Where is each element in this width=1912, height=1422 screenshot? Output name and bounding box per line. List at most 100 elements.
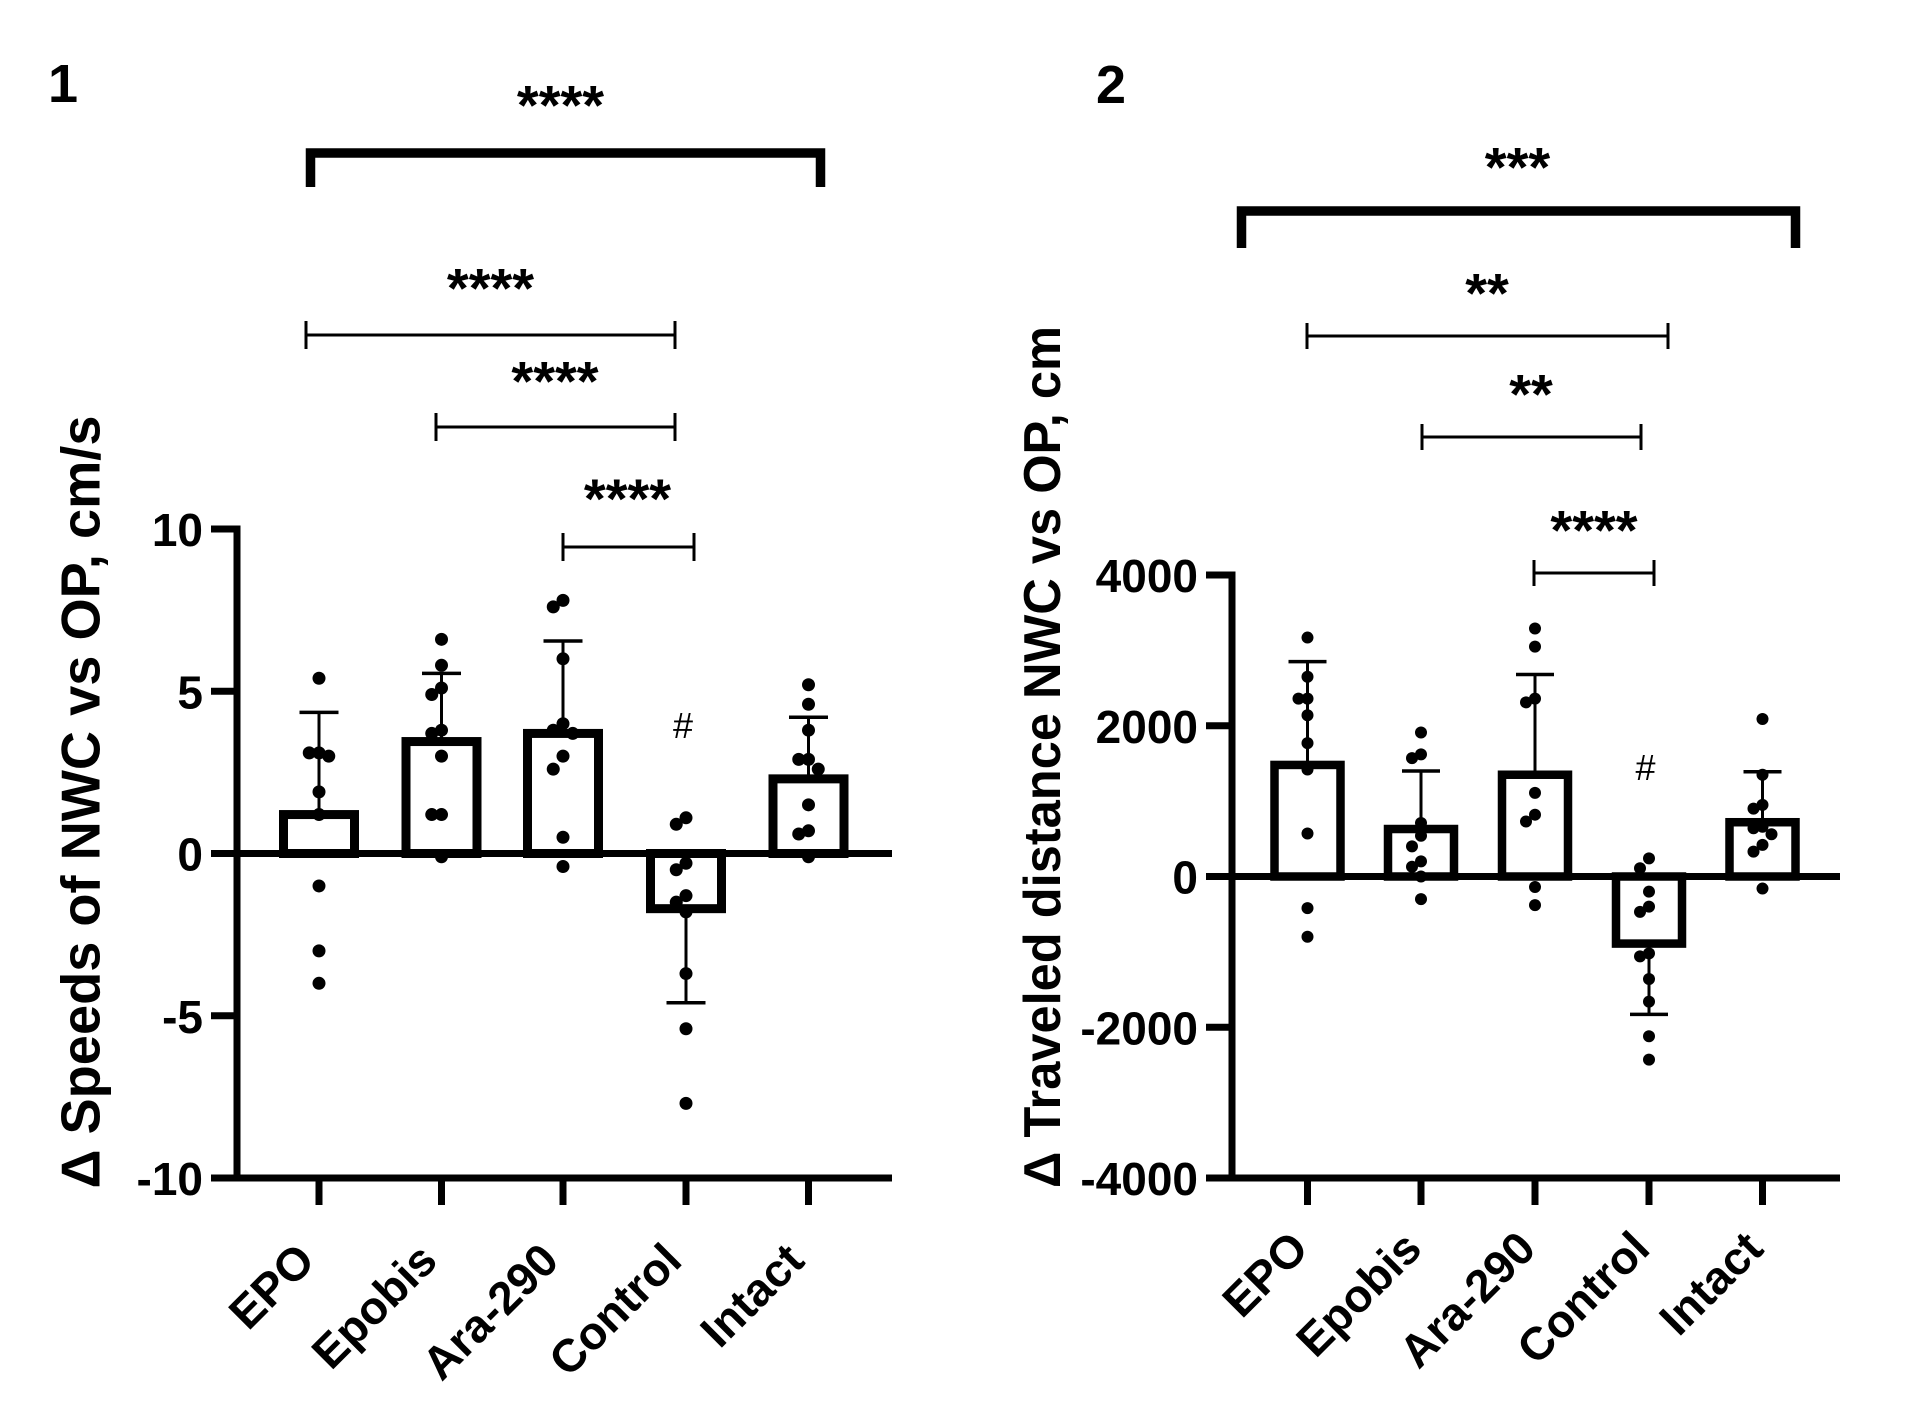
data-point-ara-290 xyxy=(1529,622,1541,635)
data-point-epobis xyxy=(1406,752,1418,765)
data-point-ara-290 xyxy=(1529,808,1541,821)
data-point-control xyxy=(1643,852,1655,865)
data-point-intact xyxy=(1756,798,1769,811)
y-tick-label: 5 xyxy=(177,666,203,718)
data-point-intact xyxy=(1756,768,1769,781)
y-tick-label: 0 xyxy=(1172,852,1198,904)
data-point-control xyxy=(1643,947,1655,960)
bar-epo xyxy=(1270,760,1345,881)
data-point-intact xyxy=(1747,822,1760,835)
data-point-epo xyxy=(1301,902,1314,915)
data-point-epobis xyxy=(435,632,448,646)
data-point-ara-290 xyxy=(566,726,580,740)
data-point-epobis xyxy=(1415,855,1427,868)
data-point-control xyxy=(1634,862,1646,875)
data-point-control xyxy=(1643,973,1655,986)
data-point-intact xyxy=(802,824,815,838)
data-point-epo xyxy=(312,944,326,958)
data-point-epobis xyxy=(435,808,448,822)
data-point-ara-290 xyxy=(1529,881,1541,894)
significance-bracket-epobis-control xyxy=(1420,424,1643,450)
data-point-control xyxy=(669,863,683,877)
data-point-control xyxy=(679,811,693,825)
data-point-epobis xyxy=(435,749,448,763)
significance-bracket-epo-control xyxy=(1305,323,1670,349)
data-point-control xyxy=(1634,905,1646,918)
data-point-ara-290 xyxy=(556,859,570,873)
significance-label: ** xyxy=(1509,363,1553,426)
data-point-epo xyxy=(312,746,326,760)
data-point-epobis xyxy=(1415,816,1427,829)
panel-label: 1 xyxy=(48,54,78,114)
significance-label: **** xyxy=(511,350,598,413)
data-point-control xyxy=(669,817,683,831)
data-point-intact xyxy=(1756,838,1769,851)
y-tick-label: -2000 xyxy=(1080,1002,1198,1054)
y-tick-label: -4000 xyxy=(1080,1153,1198,1205)
data-point-intact xyxy=(1756,820,1769,833)
data-point-ara-290 xyxy=(1529,640,1541,653)
data-point-intact xyxy=(1756,712,1769,725)
data-point-ara-290 xyxy=(556,717,570,731)
data-point-epobis xyxy=(1406,860,1418,873)
data-point-ara-290 xyxy=(1520,696,1532,709)
data-point-control xyxy=(679,1022,693,1036)
y-tick-label: 4000 xyxy=(1096,550,1198,602)
panel-label: 2 xyxy=(1096,55,1126,115)
significance-label: **** xyxy=(584,467,671,530)
data-point-epo xyxy=(312,808,326,822)
data-point-control xyxy=(679,856,693,870)
data-point-control xyxy=(679,889,693,903)
data-point-intact xyxy=(802,798,815,812)
data-point-epobis xyxy=(435,723,448,737)
data-point-intact xyxy=(792,827,806,841)
hash-annotation-control: # xyxy=(673,705,693,746)
data-point-epo xyxy=(1301,763,1314,776)
data-point-ara-290 xyxy=(546,600,560,614)
data-point-intact xyxy=(792,752,806,766)
data-point-ara-290 xyxy=(556,749,570,763)
data-point-control xyxy=(679,1096,693,1110)
data-point-epo xyxy=(312,671,326,685)
data-point-epo xyxy=(1301,670,1314,683)
data-point-ara-290 xyxy=(1529,692,1541,705)
data-point-epobis xyxy=(435,681,448,695)
data-point-ara-290 xyxy=(1529,899,1541,912)
significance-bracket-ara-290-control xyxy=(1532,560,1656,586)
data-point-intact xyxy=(802,678,815,692)
significance-label: **** xyxy=(447,257,534,320)
data-point-epo xyxy=(1301,692,1314,705)
bar-intact xyxy=(768,774,849,858)
data-point-ara-290 xyxy=(546,762,560,776)
data-point-epo xyxy=(1301,737,1314,750)
y-tick-label: -10 xyxy=(137,1153,203,1205)
data-point-epobis xyxy=(1406,840,1418,853)
significance-bracket-ara-290-control xyxy=(561,533,696,561)
data-point-intact xyxy=(802,752,815,766)
data-point-epo xyxy=(322,749,336,763)
y-tick-label: 10 xyxy=(152,504,203,556)
data-point-ara-290 xyxy=(1529,786,1541,799)
data-point-intact xyxy=(1765,828,1778,841)
significance-label: ** xyxy=(1465,262,1509,325)
hash-annotation-control: # xyxy=(1635,747,1655,788)
data-point-intact xyxy=(1747,802,1760,815)
data-point-control xyxy=(1643,995,1655,1008)
data-point-epobis xyxy=(425,687,439,701)
y-axis-title: Δ Traveled distance NWC vs OP, cm xyxy=(1014,326,1072,1188)
significance-label: **** xyxy=(517,74,604,137)
data-point-epo xyxy=(1301,827,1314,840)
data-point-epo xyxy=(312,879,326,893)
y-tick-label: 2000 xyxy=(1096,701,1198,753)
data-point-intact xyxy=(802,850,815,864)
data-point-control xyxy=(1643,1053,1655,1066)
y-tick-label: -5 xyxy=(162,991,203,1043)
significance-bracket-epo-intact xyxy=(1236,206,1801,248)
data-point-ara-290 xyxy=(546,723,560,737)
data-point-control xyxy=(679,967,693,981)
data-point-control xyxy=(1643,900,1655,913)
data-point-epo xyxy=(1301,631,1314,644)
data-point-epobis xyxy=(1415,829,1427,842)
significance-label: *** xyxy=(1485,136,1551,199)
data-point-control xyxy=(1643,1030,1655,1043)
